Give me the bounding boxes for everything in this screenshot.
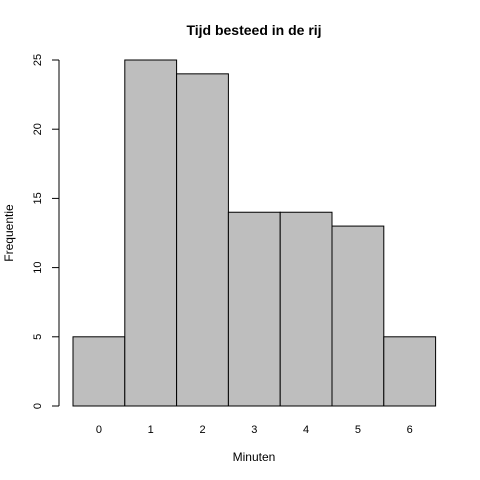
bar-5: [331, 225, 385, 407]
y-tick-label-10: 10: [32, 261, 44, 273]
chart-title: Tijd besteed in de rij: [186, 22, 321, 38]
y-tick-label-15: 15: [32, 192, 44, 204]
x-tick-label-0: 0: [96, 424, 102, 436]
y-tick-label-20: 20: [32, 123, 44, 135]
x-tick-label-3: 3: [251, 424, 257, 436]
x-tick-label-1: 1: [148, 424, 154, 436]
bar-3: [227, 211, 281, 407]
y-ticks-group: 0 5 10 15 20 25: [32, 54, 59, 409]
bar-6: [383, 336, 437, 407]
y-tick-label-25: 25: [32, 54, 44, 66]
bar-1: [124, 59, 178, 407]
x-ticks-group: 0 1 2 3 4 5 6: [96, 424, 413, 436]
bar-2: [176, 73, 229, 407]
y-axis-label: Frequentie: [2, 204, 16, 262]
y-tick-label-5: 5: [32, 334, 44, 340]
bar-0: [72, 336, 126, 407]
x-tick-label-4: 4: [303, 424, 309, 436]
bar-4: [279, 211, 333, 407]
y-tick-label-0: 0: [32, 403, 44, 409]
x-axis-label: Minuten: [233, 450, 276, 464]
bars-group: [72, 59, 437, 407]
x-tick-label-6: 6: [407, 424, 413, 436]
x-tick-label-2: 2: [199, 424, 205, 436]
x-tick-label-5: 5: [355, 424, 361, 436]
